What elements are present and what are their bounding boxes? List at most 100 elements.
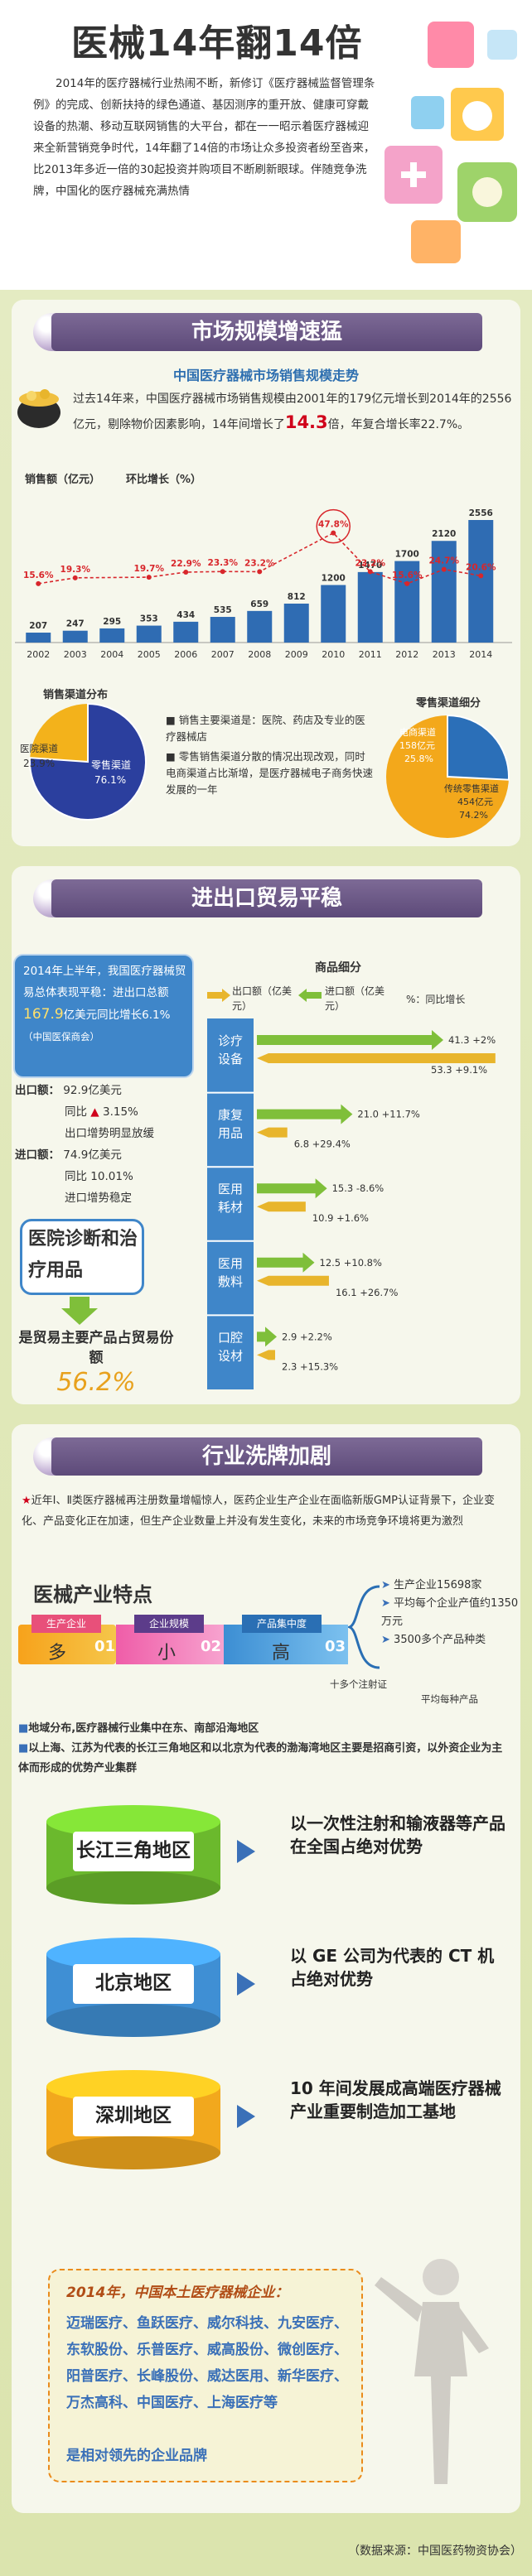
note-b: 平均每种产品 [421,1693,478,1705]
section-title-market: 市场规模增速猛 [51,313,482,351]
growth-point-2014 [478,573,484,579]
arrow-right-icon [237,2105,255,2128]
growth-point-2013 [441,566,447,572]
export-bar-1 [257,1104,353,1124]
trade-summary-box [13,954,194,1078]
region-2 [46,2070,220,2169]
growth-point-2011 [367,569,373,575]
category-2: 医用 [218,1182,243,1197]
export-bar-4 [257,1327,277,1347]
x-tick-2011: 2011 [359,649,382,660]
bar-label-2012: 1700 [395,550,419,560]
section-title-trade: 进出口贸易平稳 [51,879,482,917]
growth-label-2008: 23.2% [244,558,275,568]
import-bar-3 [257,1270,329,1291]
bar-label-2010: 1200 [322,574,346,584]
export-label-3: 12.5 +10.8% [320,1257,383,1269]
right-b-label: 传统零售渠道 [444,782,499,794]
feature-1-value: 多 [48,1643,67,1664]
market-size-chart: 207 2002 247 2003 295 2004 353 2005 434 2006 535 20… [15,508,512,660]
x-tick-2010: 2010 [322,649,345,660]
legend-import: 进口额（亿美元） [325,985,385,1012]
growth-point-2003 [72,575,78,580]
feature-3-label: 产品集中度 [242,1615,322,1633]
bar-label-2014: 2556 [469,508,493,518]
import-bar-4 [257,1345,275,1365]
bar-2012 [394,561,420,643]
left-b-value: 76.1% [94,774,126,786]
bar-label-2013: 2120 [432,529,456,539]
arrow-right-icon [237,1840,255,1863]
region-name-0: 长江三角地区 [76,1840,191,1861]
right-a-label: 电商渠道 [399,726,436,738]
right-b-value: 454亿元 [457,797,493,807]
section-title-industry: 行业洗牌加剧 [51,1437,482,1476]
arrow-right-icon [237,1972,255,1996]
sales-channel-slice-a [29,702,147,821]
tagline-percent: 56.2% [56,1368,136,1397]
growth-label-2011: 23.2% [355,558,386,568]
bar-2009 [283,603,309,643]
feature-1-number: 01 [94,1638,116,1655]
figure-icon [375,2259,489,2484]
source-footer: （数据来源：中国医药物资协会） [348,2545,522,2558]
products-title: 商品细分 [315,961,361,975]
region-0 [46,1805,220,1904]
category-2-b: 耗材 [218,1200,243,1215]
x-tick-2007: 2007 [211,649,235,660]
growth-point-2002 [36,580,41,586]
feature-2-value: 小 [157,1643,177,1664]
channel-left-title: 销售渠道分布 [43,689,109,701]
tagline-box [20,1219,144,1295]
import-label-3: 16.1 +26.7% [336,1287,399,1298]
x-tick-2006: 2006 [174,649,197,660]
industry-stats: ➤ 生产企业15698家 ➤ 平均每个企业产值约1350万元 ➤ 3500多个产… [381,1579,519,1646]
growth-label-2014: 20.6% [466,562,496,572]
category-4: 口腔 [218,1330,243,1345]
enterprise-title: 2014年，中国本土医疗器械企业： [66,2285,289,2301]
category-1: 康复 [218,1108,243,1123]
import-legend-arrow-icon [298,989,322,1002]
category-3: 医用 [218,1256,243,1271]
growth-label-2010: 47.8% [318,520,349,530]
growth-point-2006 [183,569,189,575]
right-b-pct: 74.2% [459,810,488,821]
region-name-1: 北京地区 [95,1972,172,1994]
legend-sales: 销售额（亿元） [25,474,101,486]
bar-2014 [468,520,494,643]
export-label-1: 21.0 +11.7% [357,1109,420,1120]
growth-label-2005: 19.7% [134,564,165,574]
import-bar-2 [257,1197,306,1217]
x-tick-2002: 2002 [27,649,50,660]
import-label-4: 2.3 +15.3% [282,1360,338,1372]
category-column [207,1018,254,1389]
bar-2005 [136,625,162,643]
category-1-b: 用品 [218,1126,243,1141]
bar-label-2006: 434 [177,610,195,620]
x-tick-2012: 2012 [395,649,418,660]
retail-channel-slice-a [447,714,510,781]
left-b-label: 零售渠道 [91,758,131,771]
feature-3-value: 高 [272,1643,291,1664]
region-1 [46,1938,220,2037]
arrow-down-icon [61,1297,98,1325]
growth-point-2005 [146,575,152,580]
category-4-b: 设材 [218,1348,243,1363]
bar-2003 [62,630,88,643]
enterprise-tail: 是相对领先的企业品牌 [66,2448,207,2464]
x-tick-2003: 2003 [64,649,87,660]
bar-label-2011: 1470 [358,561,382,571]
bar-2006 [173,621,199,643]
import-label-2: 10.9 +1.6% [312,1212,369,1224]
retail-channel-pie: 电商渠道 158亿元 25.8% 传统零售渠道 454亿元 74.2% [386,714,510,838]
region-desc-1: 以 GE 公司为代表的 CT 机占绝对优势 [290,1946,495,1989]
growth-label-2002: 15.6% [23,571,54,580]
channel-note-2: ■ 零售销售渠道分散的情况出现改观，同时电商渠道占比渐增，是医疗器械电子商务快速… [166,750,374,796]
feature-title: 医械产业特点 [33,1583,152,1606]
region-desc-2: 10 年间发展成高端医疗器械产业重要制造加工基地 [290,2078,501,2121]
note-a: 十多个注射证 [330,1678,387,1690]
bar-label-2003: 247 [66,619,85,629]
category-0: 诊疗 [218,1033,243,1048]
channel-note-1: ■ 销售主要渠道是：医院、药店及专业的医疗器械店 [166,714,365,743]
export-bar-3 [257,1252,315,1273]
